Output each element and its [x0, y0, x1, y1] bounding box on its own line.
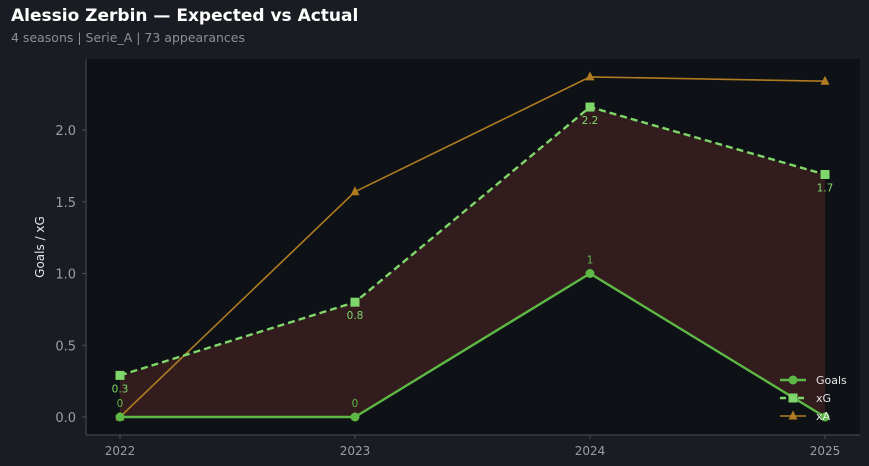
data-point-goals: [115, 412, 125, 422]
data-label-xg: 0.8: [347, 310, 364, 322]
y-tick-label: 0.0: [55, 411, 76, 426]
data-label-goals: 0: [352, 398, 359, 410]
data-label-goals: 1: [587, 255, 594, 267]
data-label-xg: 2.2: [582, 115, 599, 127]
chart-subtitle: 4 seasons | Serie_A | 73 appearances: [11, 30, 245, 45]
x-tick-label: 2022: [105, 444, 136, 458]
series-line-xa: [119, 76, 826, 418]
data-point-goals: [350, 412, 360, 422]
data-point-xa: [585, 71, 595, 81]
y-tick-label: 0.5: [55, 339, 76, 354]
data-label-goals: 0: [117, 398, 124, 410]
data-point-goals: [820, 412, 830, 422]
data-point-xg: [585, 102, 595, 112]
y-tick-label: 1.0: [55, 268, 76, 283]
y-tick-label: 1.5: [55, 196, 76, 211]
x-tick-label: 2025: [810, 444, 841, 458]
data-point-goals: [585, 269, 595, 278]
shaded-gap-area: [120, 107, 825, 417]
data-label-xg: 0.3: [112, 383, 129, 395]
legend-marker-goals: [788, 375, 798, 385]
legend-label-xa: xA: [816, 410, 831, 423]
x-tick-label: 2023: [340, 444, 371, 458]
data-point-xa: [350, 186, 360, 196]
series-line-xg: [119, 105, 826, 377]
legend-marker-xa: [788, 410, 798, 420]
data-label-xg: 1.7: [817, 182, 834, 194]
y-axis-label: Goals / xG: [33, 216, 47, 278]
chart-title: Alessio Zerbin — Expected vs Actual: [11, 6, 359, 26]
series-line-goals: [120, 272, 826, 419]
legend-label-goals: Goals: [816, 374, 847, 387]
data-point-xg: [115, 370, 125, 380]
data-point-xa: [820, 75, 830, 85]
legend-label-xg: xG: [816, 392, 831, 405]
y-tick-label: 2.0: [55, 124, 76, 139]
data-point-xg: [820, 169, 830, 179]
legend-marker-xg: [788, 393, 798, 403]
x-tick-label: 2024: [575, 444, 606, 458]
data-point-xg: [350, 297, 360, 307]
